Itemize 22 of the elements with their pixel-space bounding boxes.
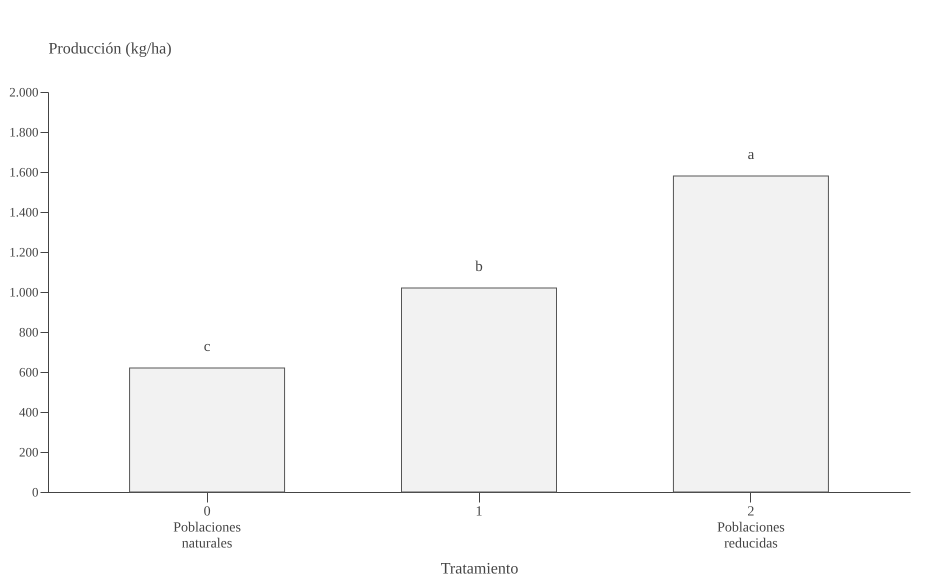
y-tick-label: 400 (19, 404, 38, 420)
y-tick-label: 1.600 (9, 164, 38, 180)
y-tick-label: 1.000 (9, 284, 38, 300)
annotation: a (748, 147, 755, 163)
bar (401, 288, 557, 492)
y-tick-label: 2.000 (9, 84, 38, 100)
bar (672, 176, 829, 492)
y-tick-label: 200 (19, 444, 38, 460)
y-tick-label: 1.200 (9, 244, 38, 260)
x-tick-label: 0 Poblaciones naturales (173, 504, 241, 552)
annotation: c (204, 339, 211, 355)
y-tick-label: 800 (19, 324, 38, 340)
bar (129, 368, 286, 492)
y-axis-title: Producción (kg/ha) (48, 40, 172, 58)
y-tick-label: 1.800 (9, 124, 38, 140)
y-tick-label: 0 (32, 484, 38, 500)
x-axis-title: Tratamiento (440, 560, 518, 578)
annotation: b (475, 259, 483, 275)
y-tick-label: 1.400 (9, 204, 38, 220)
x-tick-label: 2 Poblaciones reducidas (717, 504, 785, 552)
y-tick-label: 600 (19, 364, 38, 380)
x-tick-label: 1 (476, 504, 482, 520)
